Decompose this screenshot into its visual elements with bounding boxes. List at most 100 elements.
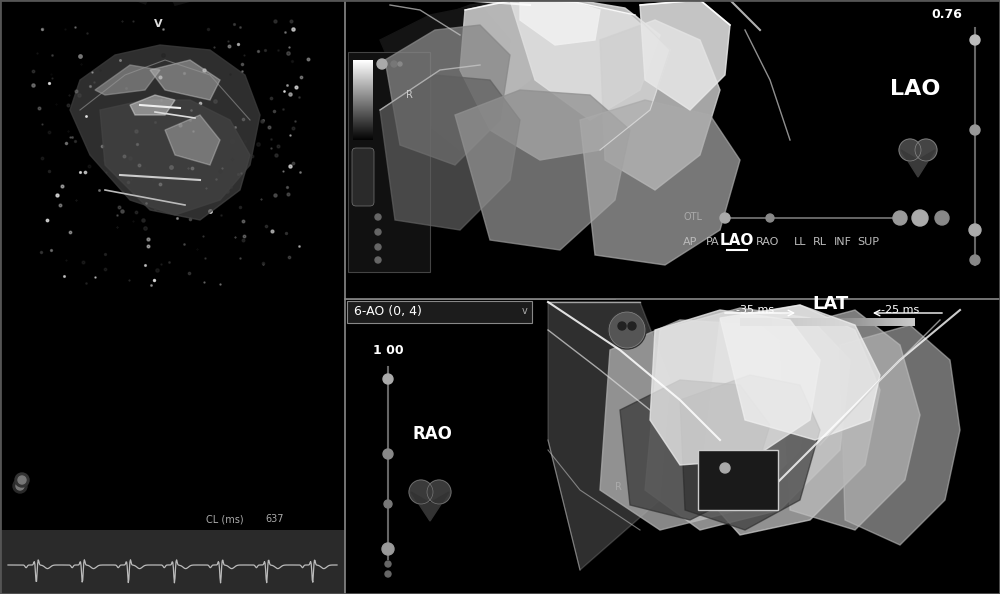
Bar: [353, 133, 373, 134]
Polygon shape: [455, 90, 630, 250]
Bar: [353, 79, 373, 80]
Bar: [911, 318, 912, 326]
Bar: [878, 318, 879, 326]
Bar: [763, 318, 764, 326]
Bar: [768, 318, 769, 326]
Bar: [908, 318, 909, 326]
Bar: [907, 318, 908, 326]
Text: LAO: LAO: [720, 233, 754, 248]
Bar: [353, 135, 373, 136]
Bar: [353, 124, 373, 125]
Bar: [866, 318, 867, 326]
Circle shape: [970, 125, 980, 135]
Bar: [353, 65, 373, 66]
Bar: [353, 125, 373, 126]
Circle shape: [385, 561, 391, 567]
Bar: [353, 119, 373, 120]
Bar: [754, 318, 755, 326]
Bar: [757, 318, 758, 326]
Bar: [881, 318, 882, 326]
Bar: [809, 318, 810, 326]
Bar: [353, 86, 373, 87]
Bar: [353, 83, 373, 84]
Bar: [767, 318, 768, 326]
Bar: [742, 318, 743, 326]
Bar: [909, 318, 910, 326]
Bar: [347, 301, 532, 323]
Bar: [353, 123, 373, 124]
Polygon shape: [645, 308, 850, 530]
Polygon shape: [620, 380, 770, 520]
Bar: [353, 75, 373, 76]
Bar: [851, 318, 852, 326]
Circle shape: [899, 139, 921, 161]
Bar: [740, 318, 741, 326]
Bar: [853, 318, 854, 326]
Bar: [745, 318, 746, 326]
Bar: [353, 93, 373, 94]
Bar: [865, 318, 866, 326]
Bar: [744, 318, 745, 326]
Bar: [831, 318, 832, 326]
Bar: [353, 102, 373, 103]
Bar: [888, 318, 889, 326]
Circle shape: [375, 257, 381, 263]
Bar: [796, 318, 797, 326]
Bar: [741, 318, 742, 326]
Bar: [353, 88, 373, 89]
Bar: [353, 84, 373, 85]
Bar: [854, 318, 855, 326]
Bar: [838, 318, 839, 326]
Text: v: v: [522, 306, 528, 316]
Bar: [750, 318, 751, 326]
Polygon shape: [640, 0, 730, 110]
Text: LAT: LAT: [812, 295, 848, 313]
Bar: [808, 318, 809, 326]
Bar: [0, 530, 345, 594]
Bar: [698, 450, 778, 510]
Bar: [789, 318, 790, 326]
Circle shape: [970, 255, 980, 265]
Circle shape: [18, 476, 26, 484]
Bar: [784, 318, 785, 326]
Bar: [782, 318, 783, 326]
Polygon shape: [520, 0, 600, 45]
Bar: [353, 120, 373, 121]
Bar: [353, 62, 373, 63]
Bar: [880, 318, 881, 326]
Bar: [760, 318, 761, 326]
Bar: [788, 318, 789, 326]
Bar: [910, 318, 911, 326]
Wedge shape: [0, 0, 440, 6]
Bar: [840, 318, 841, 326]
Bar: [820, 318, 821, 326]
Text: INF: INF: [834, 237, 852, 247]
Bar: [792, 318, 793, 326]
Bar: [353, 70, 373, 71]
Text: 1 00: 1 00: [373, 344, 403, 357]
Text: RAO: RAO: [756, 237, 780, 247]
Bar: [353, 134, 373, 135]
Bar: [765, 318, 766, 326]
Bar: [860, 318, 861, 326]
Bar: [786, 318, 787, 326]
Polygon shape: [650, 310, 820, 465]
Bar: [353, 73, 373, 74]
Bar: [353, 67, 373, 68]
Bar: [353, 61, 373, 62]
Circle shape: [375, 214, 381, 220]
Bar: [849, 318, 850, 326]
Bar: [810, 318, 811, 326]
Bar: [819, 318, 820, 326]
Bar: [897, 318, 898, 326]
Bar: [905, 318, 906, 326]
Text: CL (ms): CL (ms): [206, 514, 244, 524]
Bar: [818, 318, 819, 326]
Bar: [913, 318, 914, 326]
Bar: [761, 318, 762, 326]
Polygon shape: [780, 310, 920, 530]
Bar: [800, 318, 801, 326]
Polygon shape: [700, 305, 880, 535]
Polygon shape: [600, 20, 720, 190]
Polygon shape: [510, 0, 660, 120]
